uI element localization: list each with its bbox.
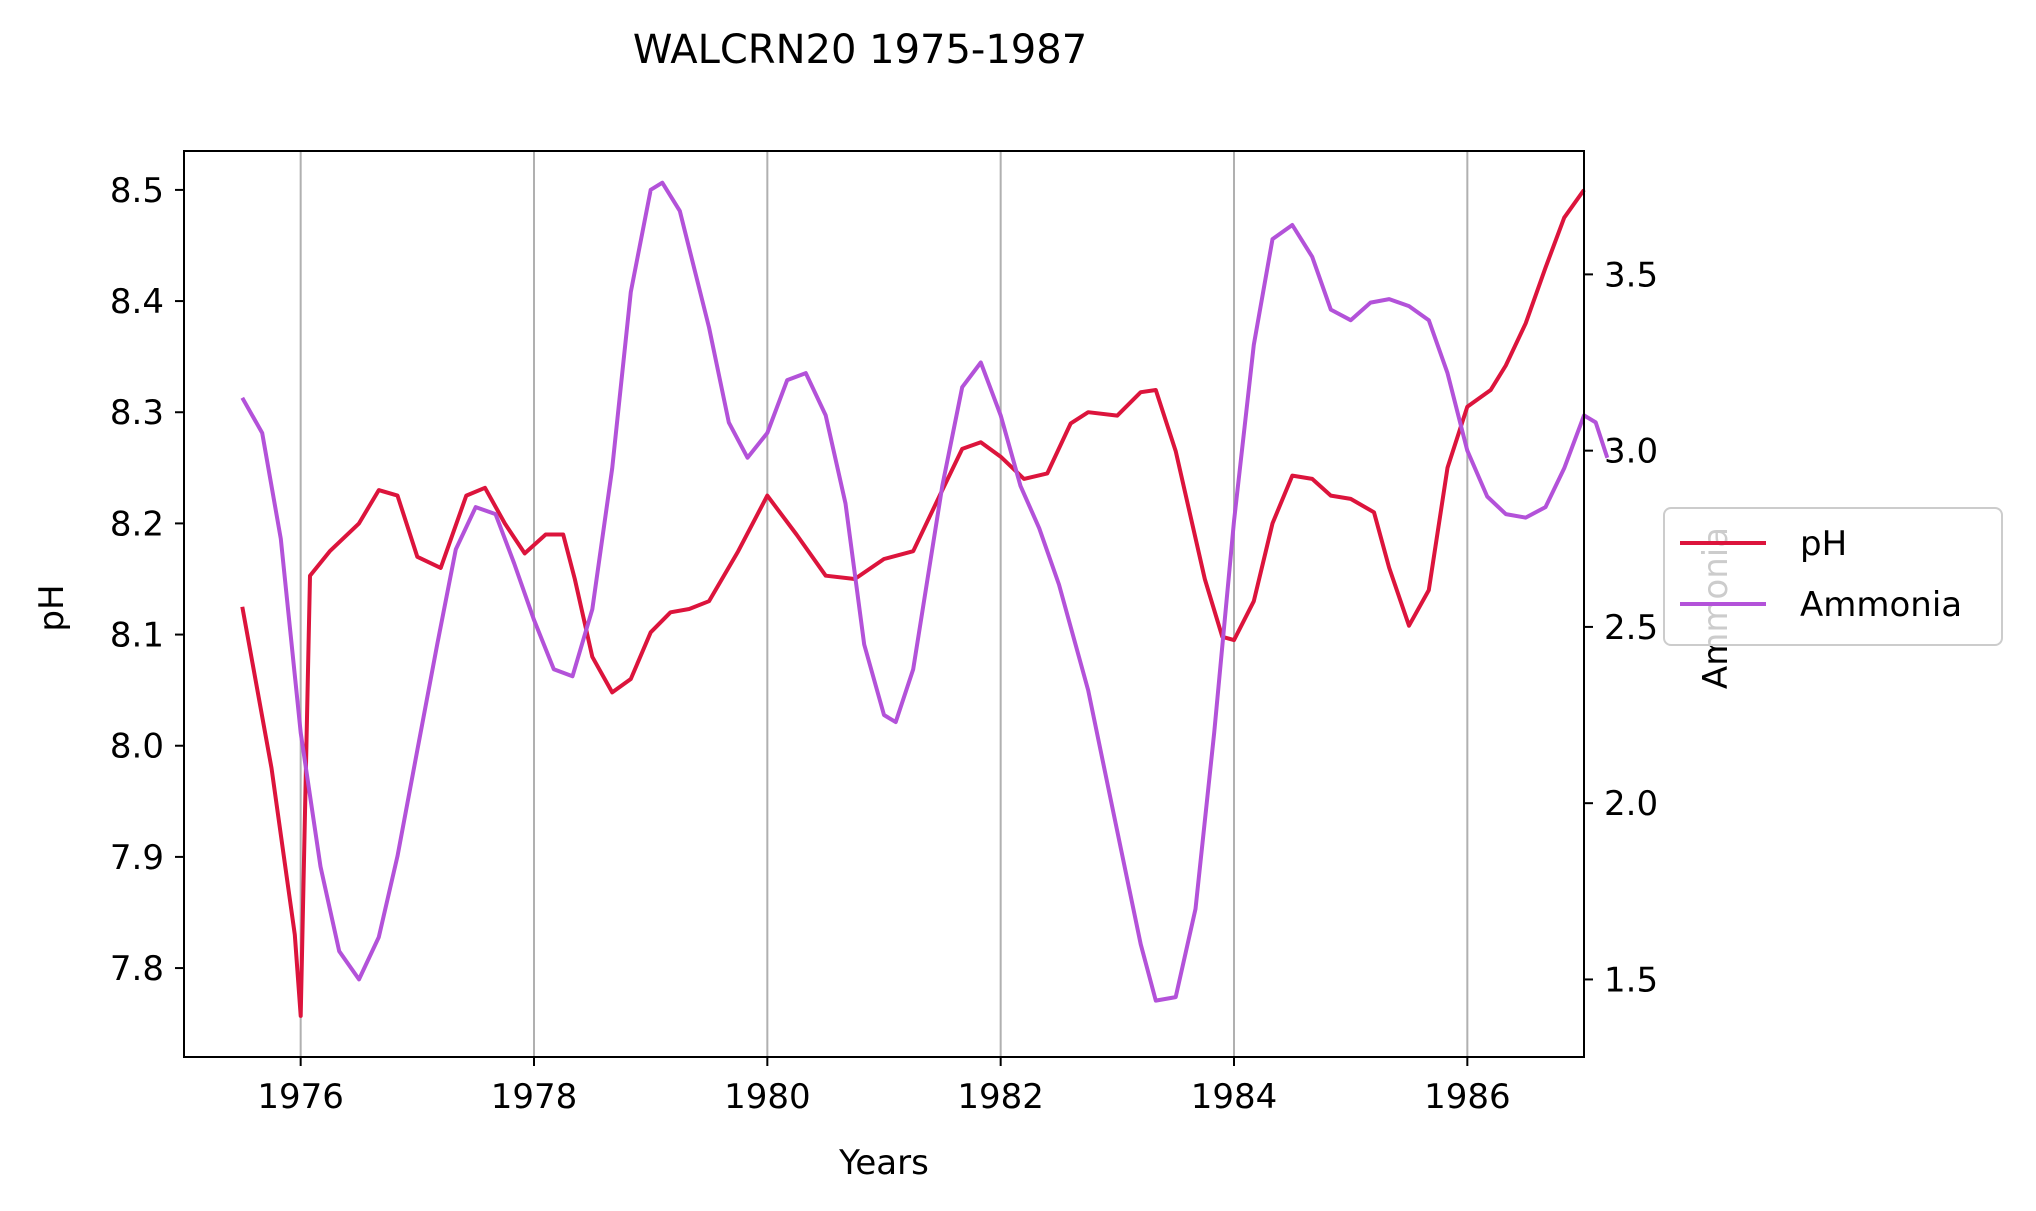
legend-label-ph: pH (1800, 524, 1847, 564)
x-tick-label: 1986 (1424, 1077, 1511, 1117)
x-tick-label: 1982 (957, 1077, 1044, 1117)
y-left-tick-label: 8.2 (110, 504, 164, 544)
series-line-ammonia (240, 180, 1610, 1003)
y-left-tick-label: 8.5 (110, 171, 164, 211)
y-left-tick-label: 8.4 (110, 282, 164, 322)
y-left-tick-label: 7.8 (110, 949, 164, 989)
x-gridlines (299, 151, 1469, 1057)
y-left-tick-label: 8.3 (110, 393, 164, 433)
x-axis-label: Years (838, 1143, 929, 1183)
chart-title: WALCRN20 1975-1987 (633, 27, 1087, 73)
x-tick-label: 1978 (491, 1077, 578, 1117)
y-axis-left: 7.8 7.9 8.0 8.1 8.2 8.3 8.4 8.5 (110, 171, 184, 989)
y-right-tick-label: 2.0 (1604, 784, 1658, 824)
y-right-tick-label: 2.5 (1604, 608, 1658, 648)
y-left-tick-label: 8.1 (110, 616, 164, 656)
y-left-tick-label: 8.0 (110, 727, 164, 767)
y-right-tick-label: 3.0 (1604, 432, 1658, 472)
y-axis-left-label: pH (32, 584, 72, 631)
plot-series (240, 180, 1610, 1018)
y-right-tick-label: 3.5 (1604, 255, 1658, 295)
legend-label-ammonia: Ammonia (1800, 585, 1962, 625)
y-left-tick-label: 7.9 (110, 838, 164, 878)
x-tick-label: 1984 (1191, 1077, 1278, 1117)
y-axis-right: 1.5 2.0 2.5 3.0 3.5 (1584, 255, 1658, 1000)
x-tick-label: 1976 (257, 1077, 344, 1117)
x-axis: 1976 1978 1980 1982 1984 1986 (257, 1057, 1511, 1117)
legend: pH Ammonia (1663, 507, 2003, 646)
x-tick-label: 1980 (724, 1077, 811, 1117)
y-right-tick-label: 1.5 (1604, 960, 1658, 1000)
plot-frame (183, 150, 1585, 1058)
